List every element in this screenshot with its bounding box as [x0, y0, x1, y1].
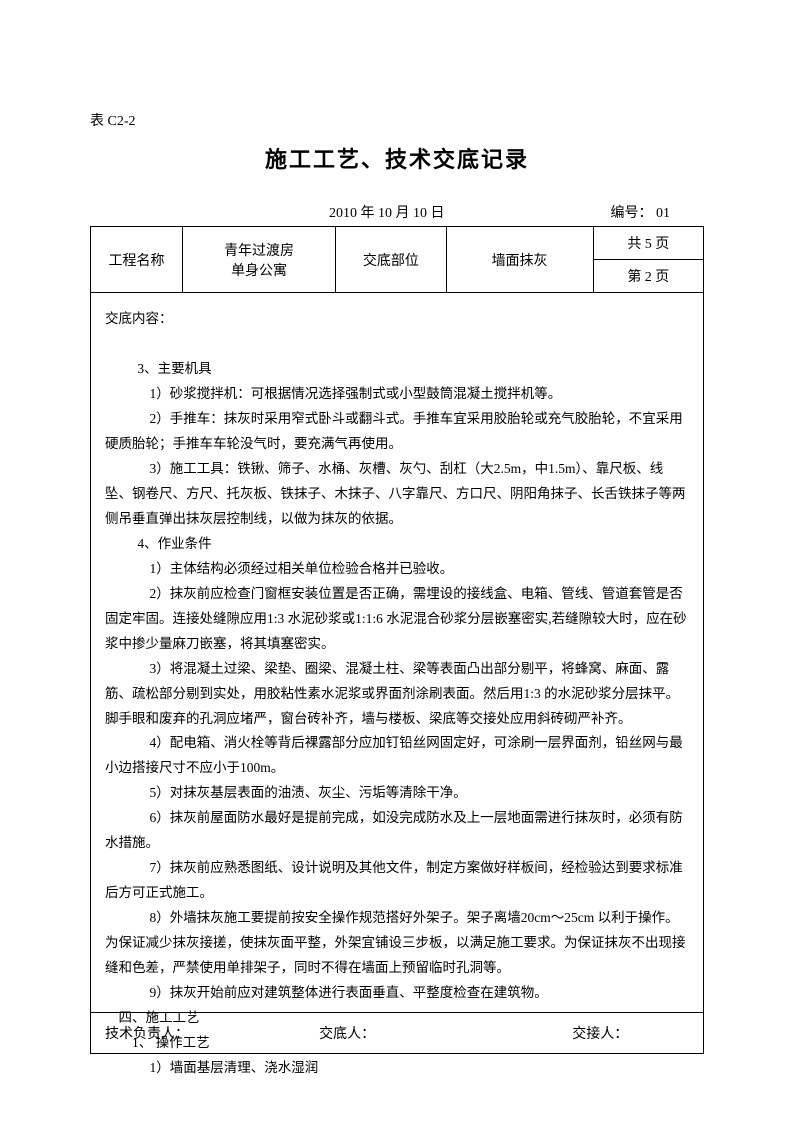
item-4-8: 8）外墙抹灰施工要提前按安全操作规范搭好外架子。架子离墙20cm～25cm 以利…	[105, 906, 689, 981]
item-4-1-1: 1）墙面基层清理、浇水湿润	[105, 1056, 689, 1081]
meta-row: 2010 年 10 月 10 日 编号： 01	[90, 202, 704, 222]
footer-tech-lead: 技术负责人：	[105, 1023, 319, 1043]
item-3-3: 3）施工工具：铁锹、筛子、水桶、灰槽、灰勺、刮杠（大2.5m，中1.5m）、靠尺…	[105, 457, 689, 532]
meta-date: 2010 年 10 月 10 日	[329, 202, 445, 222]
item-4-4: 4）配电箱、消火栓等背后裸露部分应加钉铅丝网固定好，可涂刷一层界面剂，铅丝网与最…	[105, 731, 689, 781]
pages-current: 第 2 页	[593, 260, 703, 293]
item-4-5: 5）对抹灰基层表面的油渍、灰尘、污垢等清除干净。	[105, 781, 689, 806]
location-label: 交底部位	[336, 227, 446, 293]
section-4-title: 4、作业条件	[105, 532, 689, 557]
header-table: 工程名称 青年过渡房 单身公寓 交底部位 墙面抹灰 共 5 页 第 2 页	[90, 226, 704, 293]
item-4-6: 6）抹灰前屋面防水最好是提前完成，如没完成防水及上一层地面需进行抹灰时，必须有防…	[105, 806, 689, 856]
project-name-value: 青年过渡房 单身公寓	[182, 227, 335, 293]
item-4-2: 2）抹灰前应检查门窗框安装位置是否正确，需埋设的接线盒、电箱、管线、管道套管是否…	[105, 582, 689, 657]
item-4-9: 9）抹灰开始前应对建筑整体进行表面垂直、平整度检查在建筑物。	[105, 981, 689, 1006]
pages-total: 共 5 页	[593, 227, 703, 260]
item-3-1: 1）砂浆搅拌机：可根据情况选择强制式或小型鼓筒混凝土搅拌机等。	[105, 382, 689, 407]
item-4-1: 1）主体结构必须经过相关单位检验合格并已验收。	[105, 557, 689, 582]
footer-receiver: 交接人：	[572, 1023, 689, 1043]
table-label: 表 C2-2	[90, 110, 704, 130]
section-3-title: 3、主要机具	[105, 357, 689, 382]
project-name-line1: 青年过渡房	[224, 244, 294, 259]
project-name-label: 工程名称	[91, 227, 183, 293]
item-4-3: 3）将混凝土过梁、梁垫、圈梁、混凝土柱、梁等表面凸出部分剔平，将蜂窝、麻面、露筋…	[105, 657, 689, 732]
meta-number: 编号： 01	[611, 202, 671, 222]
footer-presenter: 交底人：	[319, 1023, 572, 1043]
table-row: 工程名称 青年过渡房 单身公寓 交底部位 墙面抹灰 共 5 页	[91, 227, 704, 260]
document-title: 施工工艺、技术交底记录	[90, 142, 704, 174]
item-4-7: 7）抹灰前应熟悉图纸、设计说明及其他文件，制定方案做好样板间，经检验达到要求标准…	[105, 856, 689, 906]
content-heading: 交底内容：	[105, 307, 689, 332]
content-body: 交底内容： 3、主要机具 1）砂浆搅拌机：可根据情况选择强制式或小型鼓筒混凝土搅…	[90, 293, 704, 1013]
location-value: 墙面抹灰	[446, 227, 593, 293]
item-3-2: 2）手推车：抹灰时采用窄式卧斗或翻斗式。手推车宜采用胶胎轮或充气胶胎轮，不宜采用…	[105, 407, 689, 457]
project-name-line2: 单身公寓	[231, 264, 287, 279]
